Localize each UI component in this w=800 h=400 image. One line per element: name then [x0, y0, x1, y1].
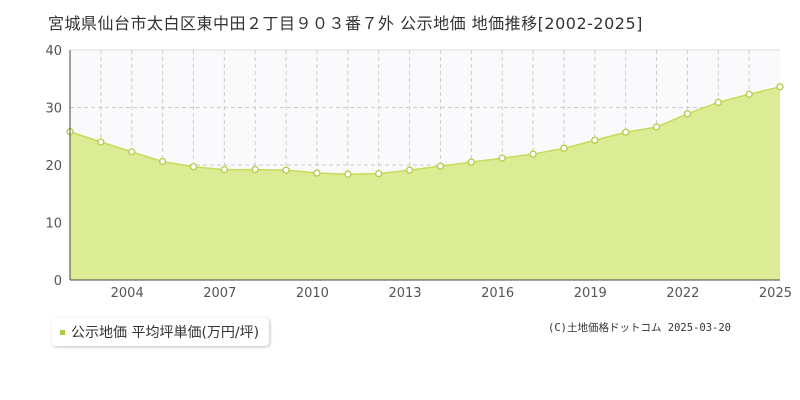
x-tick-label: 2025 [759, 286, 792, 301]
legend-swatch [60, 329, 65, 335]
data-point [344, 170, 352, 178]
x-tick-label: 2013 [388, 286, 421, 301]
data-point [405, 166, 414, 174]
y-axis-ticks: 0 10 20 30 40 [45, 44, 62, 289]
x-tick-label: 2007 [203, 286, 236, 301]
series-area [70, 86, 780, 280]
data-point [498, 154, 506, 162]
y-tick-label: 10 [45, 217, 62, 232]
legend-label: 公示地価 平均坪単価(万円/坪) [71, 325, 260, 341]
x-axis-ticks: 2004 2007 2010 2013 2016 2019 2022 2025 [111, 286, 792, 301]
data-point [436, 162, 445, 170]
x-tick-label: 2010 [296, 286, 329, 301]
data-point [282, 166, 290, 174]
x-tick-label: 2022 [666, 286, 699, 301]
data-point [776, 83, 784, 91]
chart-title: 宮城県仙台市太白区東中田２丁目９０３番７外 公示地価 地価推移[2002-202… [48, 14, 643, 33]
x-tick-label: 2016 [481, 286, 514, 301]
data-point [97, 138, 105, 146]
y-tick-label: 0 [54, 274, 62, 289]
data-point [467, 158, 475, 166]
data-point [375, 169, 383, 178]
data-point [220, 165, 228, 174]
data-point [652, 123, 661, 131]
series-line [69, 86, 781, 175]
data-point [529, 150, 537, 158]
data-point [158, 157, 167, 166]
x-tick-label: 2019 [574, 286, 607, 301]
data-point [683, 110, 692, 118]
data-point [560, 144, 568, 152]
legend: 公示地価 平均坪単価(万円/坪) [52, 318, 270, 346]
data-point [591, 136, 599, 144]
data-point [128, 148, 136, 156]
y-tick-label: 40 [45, 44, 62, 59]
data-point [622, 128, 630, 136]
data-points [66, 83, 784, 178]
data-point [189, 163, 198, 171]
y-tick-label: 30 [45, 102, 62, 117]
data-point [251, 165, 259, 174]
axes [69, 50, 780, 281]
y-tick-label: 20 [45, 159, 62, 174]
x-tick-label: 2004 [111, 286, 144, 301]
data-point [745, 90, 753, 98]
data-point [714, 98, 722, 106]
copyright-text: (C)土地価格ドットコム 2025-03-20 [548, 322, 732, 334]
data-point [313, 169, 321, 177]
